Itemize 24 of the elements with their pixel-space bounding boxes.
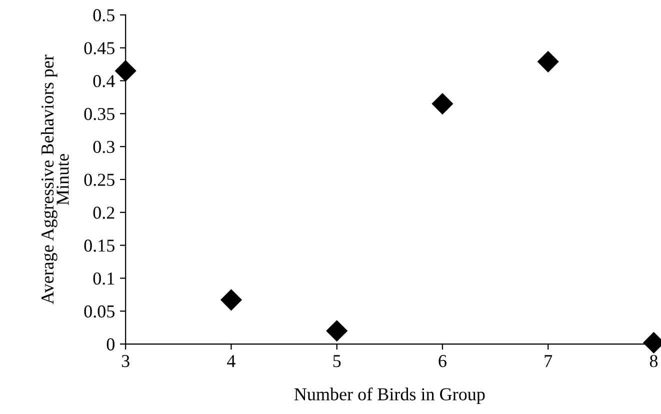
y-tick-label: 0.05 (84, 305, 114, 318)
y-tick-label: 0.25 (84, 174, 114, 186)
x-tick-label: 6 (438, 355, 446, 368)
x-tick-label: 4 (227, 355, 236, 367)
x-tick-label: 8 (650, 354, 658, 368)
y-tick-label: 0.1 (93, 272, 114, 285)
point (538, 51, 559, 72)
point (115, 60, 136, 82)
x-axis-title: Number of Birds in Group (294, 387, 485, 404)
y-tick-label: 0.2 (93, 206, 114, 219)
y-tick-label: 0.15 (84, 240, 114, 252)
y-tick-label: 0.45 (84, 42, 114, 54)
point (432, 93, 453, 114)
y-axis-title: Average Aggressive Behaviors per Minute (40, 54, 69, 304)
point (220, 289, 242, 310)
y-tick-label: 0.4 (93, 74, 115, 88)
x-tick-label: 5 (333, 355, 341, 368)
y-tick-label: 0.35 (84, 108, 114, 120)
point (326, 320, 348, 342)
x-tick-label: 3 (122, 355, 130, 368)
y-tick-label: 0.3 (93, 140, 114, 154)
y-tick-label: 0 (106, 338, 114, 350)
x-tick-label: 7 (544, 355, 552, 367)
y-tick-label: 0.5 (93, 9, 114, 22)
